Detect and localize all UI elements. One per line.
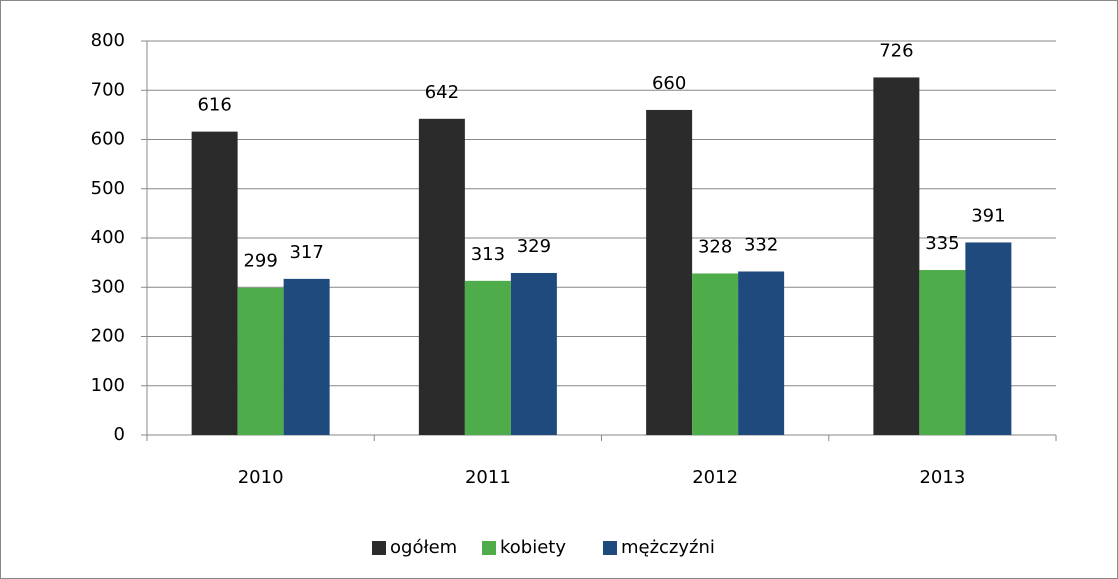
value-label: 299 (243, 251, 277, 272)
bar (237, 287, 284, 435)
bar (646, 109, 693, 435)
value-label: 642 (425, 82, 459, 103)
x-tick-label: 2010 (238, 467, 284, 488)
value-label: 660 (652, 73, 686, 94)
bar (965, 242, 1012, 435)
y-tick-label: 500 (91, 178, 125, 199)
bar (191, 131, 238, 435)
bar (510, 272, 557, 435)
y-tick-label: 700 (91, 79, 125, 100)
value-label: 391 (971, 205, 1005, 226)
y-tick-label: 100 (91, 375, 125, 396)
x-tick-label: 2013 (919, 467, 965, 488)
legend-swatch (482, 541, 496, 555)
bar (738, 271, 785, 435)
bar (283, 278, 330, 435)
x-tick-label: 2011 (465, 467, 511, 488)
value-label: 313 (471, 244, 505, 265)
y-tick-label: 300 (91, 276, 125, 297)
legend-swatch (603, 541, 617, 555)
value-label: 726 (879, 40, 913, 61)
bar (692, 273, 739, 435)
value-label: 332 (744, 234, 778, 255)
legend-swatch (372, 541, 386, 555)
legend-label: ogółem (390, 537, 457, 558)
x-tick-label: 2012 (692, 467, 738, 488)
legend-label: mężczyźni (621, 537, 715, 558)
y-tick-label: 0 (114, 424, 125, 445)
bar (464, 280, 511, 435)
value-label: 328 (698, 236, 732, 257)
legend-label: kobiety (500, 537, 566, 558)
value-label: 317 (289, 242, 323, 263)
value-label: 335 (925, 233, 959, 254)
bar (873, 77, 920, 435)
y-tick-label: 600 (91, 129, 125, 150)
y-tick-label: 200 (91, 326, 125, 347)
bar (919, 270, 966, 435)
y-tick-label: 800 (91, 30, 125, 51)
y-tick-label: 400 (91, 227, 125, 248)
value-label: 616 (197, 95, 231, 116)
bar (418, 118, 465, 435)
value-label: 329 (517, 236, 551, 257)
